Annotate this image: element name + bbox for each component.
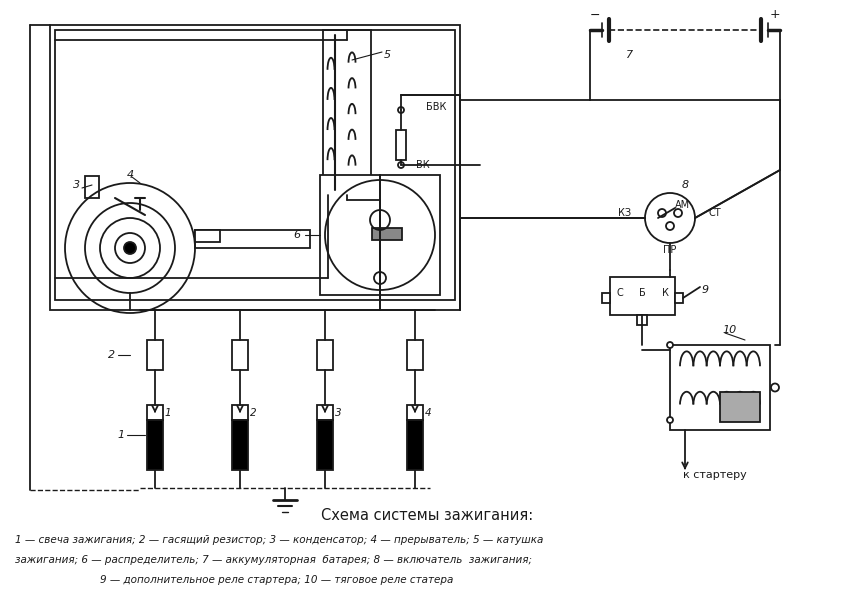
Circle shape bbox=[666, 417, 672, 423]
Text: СТ: СТ bbox=[708, 208, 721, 218]
Bar bbox=[85, 176, 99, 198]
Bar bbox=[232, 405, 247, 420]
Bar bbox=[147, 405, 163, 420]
Text: 8: 8 bbox=[681, 180, 688, 190]
Text: 1 — свеча зажигания; 2 — гасящий резистор; 3 — конденсатор; 4 — прерыватель; 5 —: 1 — свеча зажигания; 2 — гасящий резисто… bbox=[15, 535, 543, 545]
Bar bbox=[232, 420, 247, 470]
Text: ВК: ВК bbox=[415, 160, 429, 170]
Text: 4: 4 bbox=[424, 408, 431, 418]
Text: 1: 1 bbox=[118, 430, 125, 440]
Text: 2: 2 bbox=[107, 350, 115, 360]
Text: −: − bbox=[589, 9, 600, 21]
Text: 3: 3 bbox=[334, 408, 341, 418]
Text: КЗ: КЗ bbox=[618, 208, 630, 218]
Bar bbox=[407, 405, 422, 420]
Bar bbox=[194, 230, 220, 242]
Bar bbox=[636, 315, 647, 325]
Bar bbox=[147, 340, 163, 370]
Text: 1: 1 bbox=[165, 408, 171, 418]
Bar bbox=[407, 420, 422, 470]
Bar bbox=[147, 420, 163, 470]
Bar bbox=[316, 420, 333, 470]
Text: 10: 10 bbox=[722, 325, 736, 335]
Bar bbox=[316, 340, 333, 370]
Bar bbox=[372, 228, 402, 240]
Text: ПР: ПР bbox=[663, 245, 676, 255]
Bar bbox=[50, 25, 460, 310]
Text: Б: Б bbox=[638, 288, 645, 298]
Text: БВК: БВК bbox=[426, 102, 446, 112]
Bar bbox=[316, 405, 333, 420]
Text: 9: 9 bbox=[700, 285, 708, 295]
Text: К: К bbox=[661, 288, 668, 298]
Text: АМ: АМ bbox=[674, 200, 689, 210]
Bar bbox=[55, 30, 455, 300]
Bar bbox=[609, 277, 674, 315]
Text: 5: 5 bbox=[383, 50, 390, 60]
Bar bbox=[232, 340, 247, 370]
Text: 3: 3 bbox=[73, 180, 80, 190]
Bar bbox=[601, 293, 609, 303]
Bar bbox=[407, 340, 422, 370]
Bar bbox=[194, 230, 310, 248]
Text: 7: 7 bbox=[626, 50, 633, 60]
Bar bbox=[670, 345, 769, 430]
Circle shape bbox=[666, 342, 672, 348]
Circle shape bbox=[124, 242, 136, 254]
Bar bbox=[322, 30, 370, 195]
Text: 4: 4 bbox=[126, 170, 133, 180]
Text: 6: 6 bbox=[293, 230, 299, 240]
Bar bbox=[320, 175, 439, 295]
Bar bbox=[674, 293, 682, 303]
Text: 9 — дополнительное реле стартера; 10 — тяговое реле статера: 9 — дополнительное реле стартера; 10 — т… bbox=[100, 575, 453, 585]
Text: Схема системы зажигания:: Схема системы зажигания: bbox=[321, 508, 532, 522]
Text: С: С bbox=[616, 288, 623, 298]
Text: 2: 2 bbox=[249, 408, 256, 418]
Text: зажигания; 6 — распределитель; 7 — аккумуляторная  батарея; 8 — включатель  зажи: зажигания; 6 — распределитель; 7 — аккум… bbox=[15, 555, 531, 565]
Bar bbox=[396, 130, 405, 160]
Text: +: + bbox=[769, 9, 780, 21]
Text: к стартеру: к стартеру bbox=[682, 470, 746, 480]
Bar bbox=[719, 392, 759, 422]
